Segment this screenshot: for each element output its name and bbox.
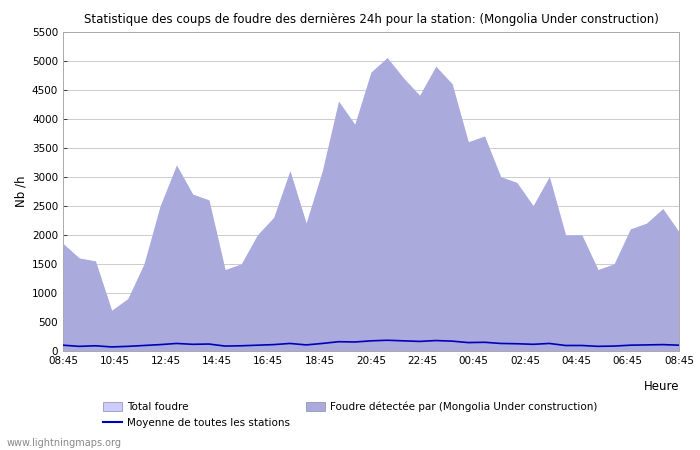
Text: www.lightningmaps.org: www.lightningmaps.org — [7, 438, 122, 448]
Legend: Total foudre, Moyenne de toutes les stations, Foudre détectée par (Mongolia Unde: Total foudre, Moyenne de toutes les stat… — [99, 398, 601, 432]
Y-axis label: Nb /h: Nb /h — [15, 176, 28, 207]
Text: Heure: Heure — [643, 380, 679, 393]
Title: Statistique des coups de foudre des dernières 24h pour la station: (Mongolia Und: Statistique des coups de foudre des dern… — [83, 13, 659, 26]
